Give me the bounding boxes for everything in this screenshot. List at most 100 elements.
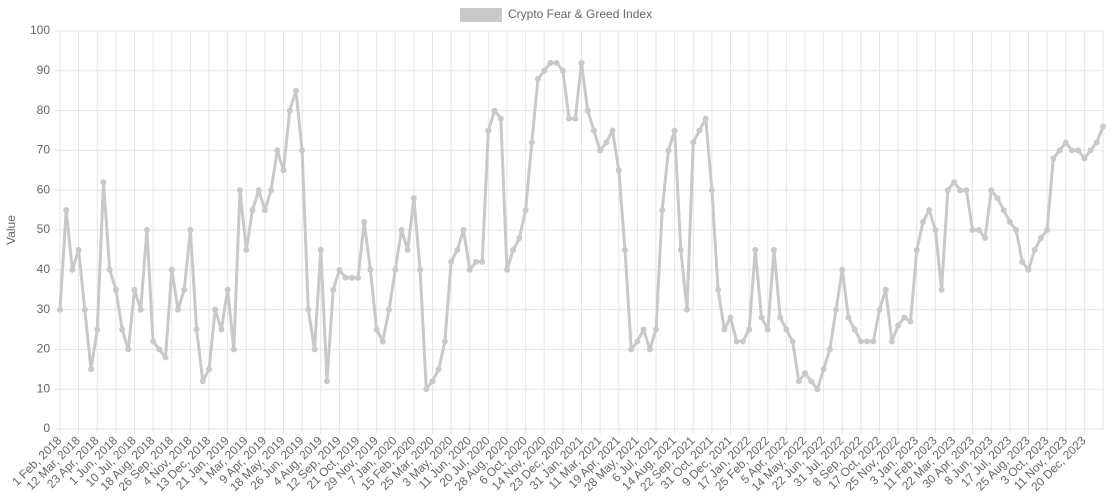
data-point	[429, 378, 436, 385]
data-point	[497, 115, 504, 122]
data-point	[963, 187, 970, 194]
data-point	[1013, 227, 1020, 233]
data-point	[783, 326, 790, 333]
data-point	[541, 67, 548, 74]
data-point	[727, 314, 734, 321]
data-point	[441, 338, 448, 345]
data-point	[951, 179, 957, 186]
data-point	[1056, 147, 1063, 154]
data-point	[882, 286, 889, 293]
data-point	[603, 139, 610, 146]
data-point	[1000, 207, 1007, 214]
data-point	[777, 314, 784, 321]
data-point	[168, 266, 175, 273]
data-point	[255, 187, 262, 194]
data-point	[758, 314, 765, 321]
data-point	[1006, 219, 1013, 226]
data-point	[286, 107, 293, 114]
data-point	[361, 219, 368, 226]
data-point	[770, 246, 777, 253]
data-point	[789, 338, 796, 345]
data-point	[621, 246, 628, 253]
data-point	[162, 354, 169, 361]
data-point	[708, 187, 715, 194]
data-point	[913, 246, 920, 253]
data-point	[423, 386, 430, 393]
y-tick-label: 40	[37, 262, 51, 276]
data-point	[795, 378, 802, 385]
data-point	[181, 286, 188, 293]
data-point	[174, 306, 181, 313]
data-point	[510, 246, 517, 253]
data-point	[634, 338, 641, 345]
data-point	[491, 107, 498, 114]
data-point	[460, 227, 467, 233]
data-point	[206, 366, 212, 373]
y-tick-label: 30	[37, 302, 51, 316]
data-point	[702, 115, 709, 122]
data-point	[466, 266, 473, 273]
data-point	[1044, 227, 1051, 233]
data-point	[479, 258, 486, 265]
data-point	[88, 366, 95, 373]
y-tick-label: 80	[37, 103, 51, 117]
data-point	[330, 286, 337, 293]
data-point	[528, 139, 535, 146]
data-point	[764, 326, 771, 333]
legend-swatch[interactable]	[460, 8, 502, 22]
y-tick-label: 70	[37, 143, 51, 157]
data-point	[81, 306, 88, 313]
data-point	[820, 366, 827, 373]
data-point	[802, 370, 808, 377]
data-point	[1093, 139, 1100, 146]
data-point	[112, 286, 119, 293]
data-point	[417, 266, 424, 273]
data-point	[597, 147, 604, 154]
data-point	[336, 266, 343, 273]
data-point	[342, 274, 349, 281]
data-point	[584, 107, 591, 114]
data-point	[907, 318, 914, 325]
data-point	[305, 306, 312, 313]
data-point	[410, 195, 417, 202]
data-point	[348, 274, 355, 281]
data-point	[851, 326, 858, 333]
data-point	[119, 326, 126, 333]
data-point	[485, 127, 492, 134]
data-point	[640, 326, 647, 333]
data-point	[311, 346, 318, 353]
data-point	[504, 266, 510, 273]
data-point	[237, 187, 244, 194]
data-point	[1068, 147, 1075, 154]
data-point	[261, 207, 268, 214]
data-point	[274, 147, 281, 154]
data-point	[653, 326, 659, 333]
data-point	[944, 187, 951, 194]
data-point	[299, 147, 306, 154]
data-point	[69, 266, 76, 273]
data-point	[137, 306, 144, 313]
data-point	[379, 338, 386, 345]
data-point	[615, 167, 622, 174]
data-point	[131, 286, 138, 293]
data-point	[63, 207, 70, 214]
data-point	[876, 306, 883, 313]
data-point	[715, 286, 722, 293]
legend-label[interactable]: Crypto Fear & Greed Index	[508, 7, 652, 21]
data-point	[125, 346, 132, 353]
data-point	[435, 366, 442, 373]
data-point	[609, 127, 616, 134]
data-point	[224, 286, 231, 293]
data-point	[150, 338, 157, 345]
data-point	[857, 338, 864, 345]
data-point	[218, 326, 225, 333]
data-point	[752, 246, 759, 253]
data-point	[696, 127, 703, 134]
data-point	[404, 246, 411, 253]
data-point	[323, 378, 330, 385]
data-point	[1100, 123, 1106, 130]
data-point	[901, 314, 908, 321]
data-point	[1050, 155, 1057, 162]
data-point	[559, 67, 566, 74]
